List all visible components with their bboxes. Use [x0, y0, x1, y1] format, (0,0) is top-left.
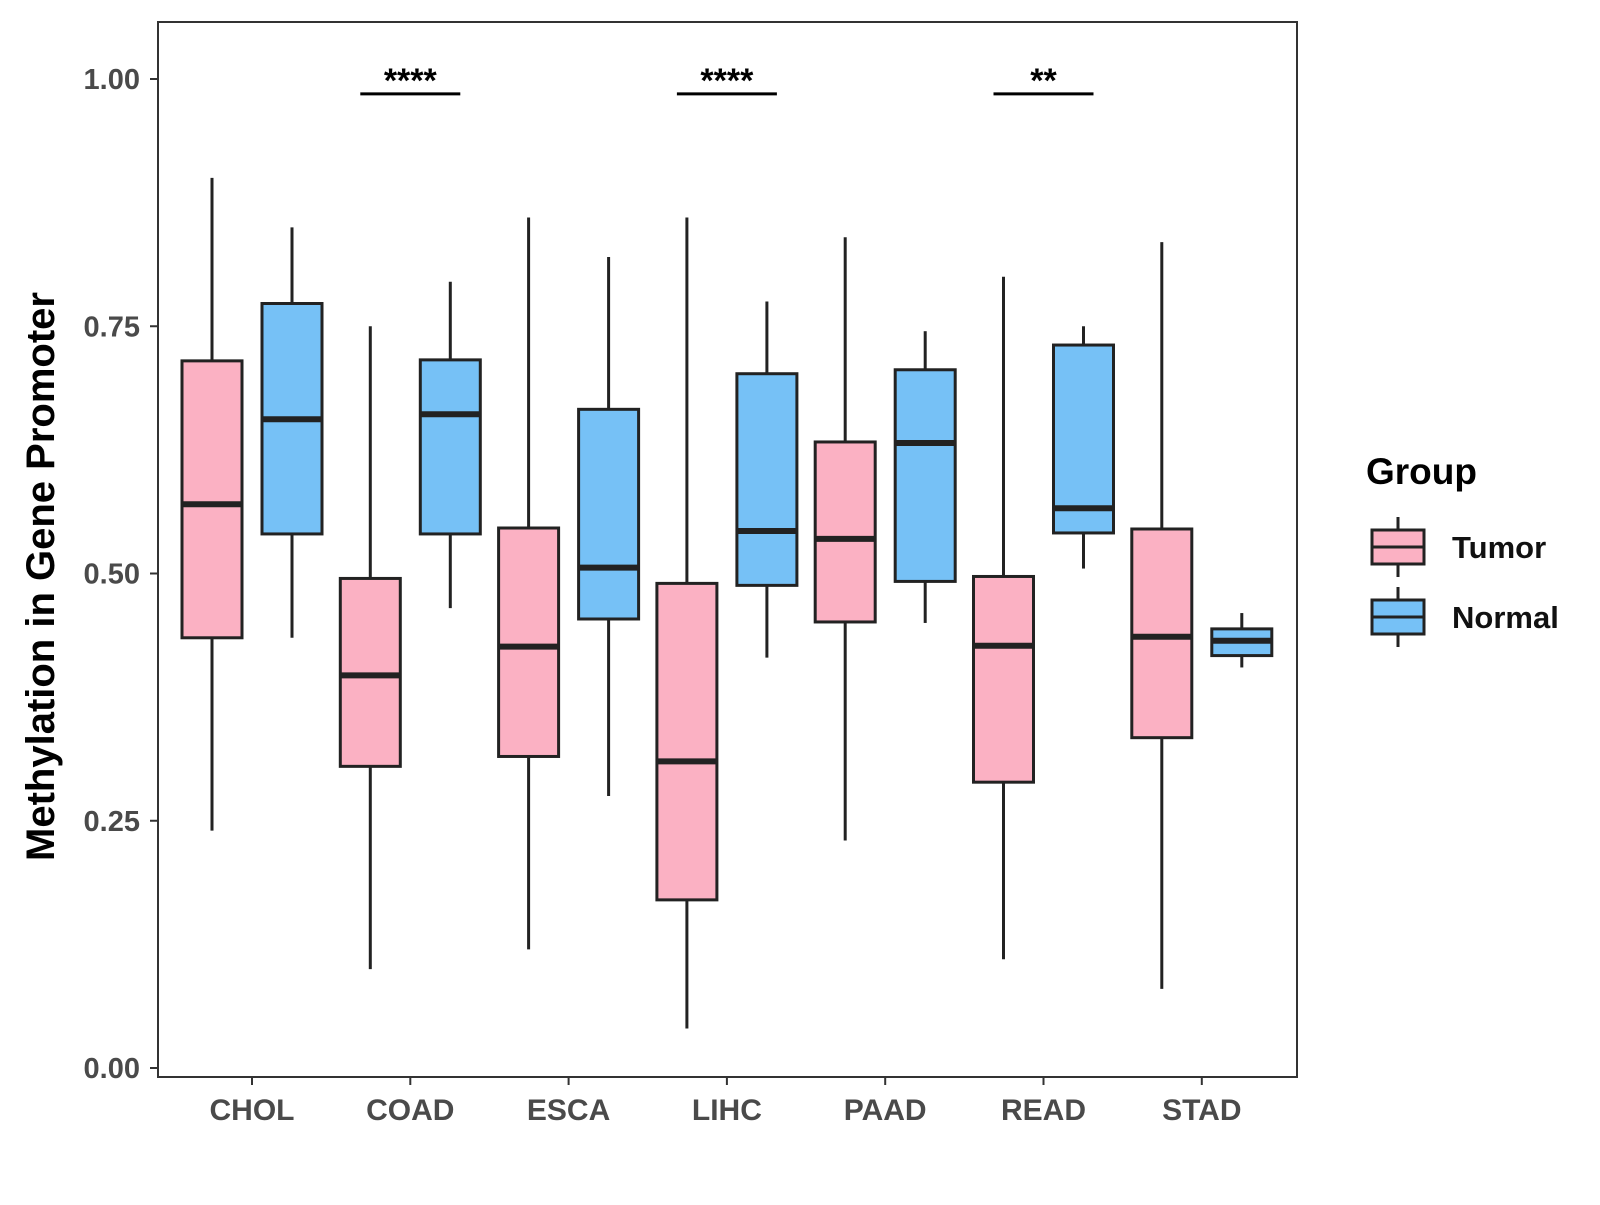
box-tumor-paad [813, 237, 877, 841]
plot-area [180, 177, 1274, 1029]
box-normal-stad [1210, 613, 1274, 668]
panel-border [157, 21, 1298, 1078]
significance-lihc: **** [676, 62, 777, 100]
significance-read: ** [993, 62, 1094, 100]
legend-title: Group [1366, 451, 1477, 492]
box-normal-paad [893, 331, 957, 623]
x-tick-label-lihc: LIHC [692, 1094, 762, 1127]
box-tumor-read [972, 276, 1035, 960]
legend-label: Normal [1452, 600, 1559, 635]
box-normal-chol [260, 227, 324, 638]
significance-coad: **** [360, 62, 461, 100]
iqr-box [735, 372, 799, 587]
axes: 0.00 0.25 0.50 0.75 1.00 CHOL COAD ESCA LIHC PAAD… [19, 21, 1298, 1127]
iqr-box [180, 359, 244, 640]
y-tick-label: 0.75 [84, 311, 140, 343]
legend-entry-tumor: Tumor [1370, 517, 1546, 577]
legend: Group Tumor Normal [1366, 451, 1559, 647]
x-tick-label-read: READ [1001, 1094, 1086, 1127]
y-tick-label: 0.00 [84, 1053, 140, 1085]
box-tumor-lihc [655, 217, 719, 1029]
iqr-box [418, 358, 482, 536]
y-axis-title: Methylation in Gene Promoter [19, 292, 63, 861]
significance-annotations: **** **** ** [360, 62, 1094, 100]
box-normal-read [1052, 326, 1115, 569]
x-tick-label-paad: PAAD [844, 1094, 927, 1127]
iqr-box [813, 440, 877, 624]
iqr-box [893, 368, 957, 583]
y-tick-label: 0.50 [84, 559, 140, 591]
box-tumor-chol [180, 177, 244, 831]
legend-label: Tumor [1452, 530, 1546, 565]
significance-label: **** [384, 62, 438, 100]
box-normal-coad [418, 281, 482, 609]
iqr-box [577, 407, 641, 621]
x-tick-label-coad: COAD [366, 1094, 454, 1127]
box-tumor-stad [1130, 242, 1194, 989]
box-normal-esca [577, 257, 641, 797]
y-tick-label: 0.25 [84, 806, 140, 838]
x-tick-label-stad: STAD [1162, 1094, 1241, 1127]
x-tick-label-chol: CHOL [210, 1094, 295, 1127]
legend-entry-normal: Normal [1370, 587, 1559, 647]
box-tumor-esca [497, 217, 561, 950]
iqr-box [655, 581, 719, 902]
iqr-box [497, 526, 561, 758]
box-normal-lihc [735, 301, 799, 658]
significance-label: **** [700, 62, 754, 100]
significance-label: ** [1030, 62, 1057, 100]
iqr-box [972, 574, 1035, 784]
iqr-box [1052, 343, 1115, 535]
x-tick-label-esca: ESCA [527, 1094, 610, 1127]
box-tumor-coad [338, 326, 402, 970]
y-tick-label: 1.00 [84, 64, 140, 96]
iqr-box [1130, 527, 1194, 740]
